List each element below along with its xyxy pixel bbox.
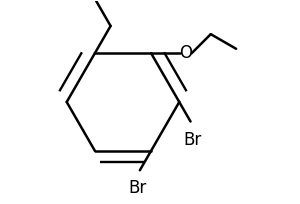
Text: Br: Br [128, 179, 147, 197]
Text: O: O [179, 44, 193, 62]
Text: Br: Br [184, 131, 202, 149]
